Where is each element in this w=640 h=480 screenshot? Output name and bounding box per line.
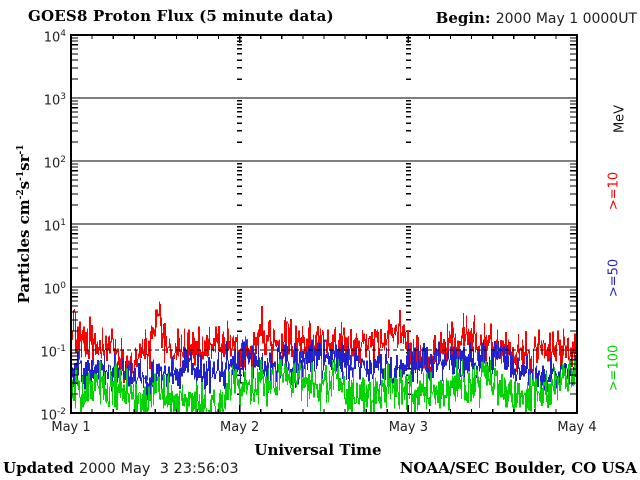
credit-text: NOAA/SEC Boulder, CO USA	[399, 459, 637, 477]
x-axis-label: Universal Time	[254, 441, 382, 459]
x-tick-may4: May 4	[557, 420, 597, 435]
x-tick-may2: May 2	[220, 420, 260, 435]
legend-ge50: >=50	[606, 258, 622, 298]
x-tick-may3: May 3	[388, 420, 428, 435]
begin-time: Begin: 2000 May 1 0000UT	[436, 9, 637, 27]
y-tick-label: 100	[43, 281, 66, 298]
x-tick-may1: May 1	[51, 420, 91, 435]
units-label: MeV	[612, 104, 628, 134]
y-tick-label: 103	[43, 92, 66, 109]
updated-timestamp: Updated 2000 May 3 23:56:03	[3, 459, 239, 477]
begin-label: Begin:	[435, 9, 491, 27]
y-tick-label: 104	[43, 29, 66, 46]
y-tick-label: 101	[43, 218, 66, 235]
y-tick-label: 10-1	[40, 344, 66, 361]
legend-ge100: >=100	[606, 344, 622, 392]
updated-value: 2000 May 3 23:56:03	[78, 461, 239, 477]
updated-label: Updated	[3, 459, 74, 477]
y-tick-label: 102	[43, 155, 66, 172]
page-title: GOES8 Proton Flux (5 minute data)	[28, 7, 334, 25]
y-tick-label: 10-2	[40, 407, 66, 424]
legend-ge10: >=10	[606, 171, 622, 211]
begin-value: 2000 May 1 0000UT	[495, 11, 637, 27]
